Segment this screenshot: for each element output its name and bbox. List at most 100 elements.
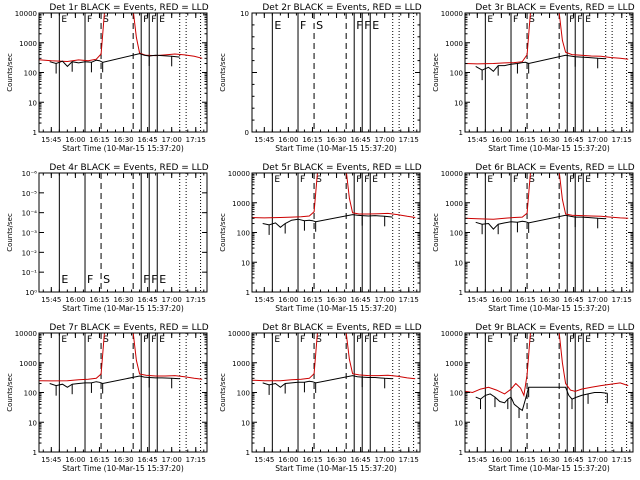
- y-axis-label: Counts/sec: [6, 53, 14, 92]
- y-tick-label: 10000: [441, 170, 463, 178]
- marker-label: S: [103, 335, 109, 345]
- x-tick-label: 17:15: [399, 136, 419, 144]
- x-tick-label: 17:00: [162, 456, 182, 464]
- marker-label: F: [569, 335, 574, 345]
- x-tick-label: 16:30: [326, 456, 346, 464]
- y-tick-label: 100: [450, 70, 463, 78]
- series-line-events: [262, 214, 393, 228]
- series-line-events: [475, 214, 606, 230]
- x-tick-label: 16:30: [113, 456, 133, 464]
- x-tick-label: 16:15: [89, 136, 109, 144]
- y-tick-label: 10: [241, 259, 250, 267]
- x-tick-label: 16:30: [539, 456, 559, 464]
- marker-label: S: [103, 15, 109, 25]
- x-tick-label: 16:30: [539, 136, 559, 144]
- series-line-events: [49, 53, 180, 68]
- y-tick-label: 10000: [441, 330, 463, 338]
- marker-label: F: [151, 335, 156, 345]
- panel-title: Det 5r BLACK = Events, RED = LLD: [262, 163, 421, 173]
- y-axis-label: Counts/sec: [432, 53, 440, 92]
- series-line-lld: [465, 13, 629, 65]
- marker-label: E: [372, 19, 379, 32]
- marker-label: E: [487, 15, 493, 25]
- y-tick-label: 1000: [445, 200, 463, 208]
- panel-title: Det 6r BLACK = Events, RED = LLD: [475, 163, 634, 173]
- marker-label: E: [61, 15, 67, 25]
- marker-label: F: [87, 335, 92, 345]
- x-tick-label: 16:45: [564, 136, 584, 144]
- x-tick-label: 16:00: [65, 456, 85, 464]
- marker-label: F: [364, 335, 369, 345]
- x-tick-label: 15:45: [467, 136, 487, 144]
- x-tick-label: 17:00: [162, 296, 182, 304]
- y-tick-label: 10: [28, 99, 37, 107]
- x-tick-label: 16:00: [491, 136, 511, 144]
- x-tick-label: 17:00: [588, 296, 608, 304]
- marker-label: S: [316, 335, 322, 345]
- marker-label: S: [529, 335, 535, 345]
- y-tick-label: 1: [459, 289, 463, 297]
- x-axis-label: Start Time (10-Mar-15 15:37:20): [62, 464, 184, 473]
- marker-label: E: [372, 335, 378, 345]
- marker-label: F: [513, 175, 518, 185]
- x-tick-label: 16:30: [113, 296, 133, 304]
- x-tick-label: 17:15: [612, 456, 632, 464]
- x-tick-label: 17:15: [399, 296, 419, 304]
- marker-label: S: [529, 175, 535, 185]
- y-tick-label: 100: [237, 390, 250, 398]
- y-tick-label: 1: [33, 449, 37, 457]
- panel-title: Det 2r BLACK = Events, RED = LLD: [262, 3, 421, 13]
- x-axis-label: Start Time (10-Mar-15 15:37:20): [488, 304, 610, 313]
- y-tick-label: 10⁻³: [22, 230, 38, 238]
- marker-label: F: [143, 273, 149, 286]
- y-tick-label: 100: [24, 70, 37, 78]
- marker-label: S: [316, 175, 322, 185]
- y-tick-label: 1: [459, 449, 463, 457]
- series-line-lld: [252, 173, 416, 219]
- x-tick-label: 16:15: [302, 456, 322, 464]
- x-tick-label: 16:00: [278, 456, 298, 464]
- x-tick-label: 15:45: [41, 456, 61, 464]
- x-tick-label: 15:45: [254, 296, 274, 304]
- x-tick-label: 17:00: [375, 136, 395, 144]
- series-line-lld: [252, 333, 416, 382]
- y-tick-label: 1000: [232, 360, 250, 368]
- y-tick-label: 10000: [228, 170, 250, 178]
- marker-label: F: [300, 175, 305, 185]
- x-tick-label: 16:45: [138, 136, 158, 144]
- x-tick-label: 16:00: [491, 456, 511, 464]
- series-line-lld: [465, 333, 629, 398]
- plot-frame: [38, 12, 208, 133]
- y-tick-label: 10: [241, 419, 250, 427]
- y-tick-label: 10⁻⁴: [22, 210, 38, 218]
- plot-frame: [464, 12, 634, 133]
- marker-label: E: [159, 15, 165, 25]
- x-tick-label: 15:45: [254, 456, 274, 464]
- y-tick-label: 10000: [15, 330, 37, 338]
- y-tick-label: 100: [237, 230, 250, 238]
- y-tick-label: 1: [33, 129, 37, 137]
- panel-title: Det 3r BLACK = Events, RED = LLD: [475, 3, 634, 13]
- series-line-events: [262, 375, 393, 388]
- y-axis-label: Counts/sec: [219, 53, 227, 92]
- x-tick-label: 16:15: [515, 136, 535, 144]
- y-axis-label: Counts/sec: [6, 213, 14, 252]
- y-tick-label: 10000: [441, 10, 463, 18]
- y-tick-label: 10: [454, 99, 463, 107]
- x-tick-label: 15:45: [467, 296, 487, 304]
- marker-label: F: [87, 15, 92, 25]
- y-tick-label: 10⁰: [25, 289, 37, 297]
- y-tick-label: 0: [245, 129, 249, 137]
- x-tick-label: 17:00: [162, 136, 182, 144]
- marker-label: F: [513, 15, 518, 25]
- x-tick-label: 17:00: [375, 456, 395, 464]
- marker-label: F: [569, 15, 574, 25]
- marker-label: E: [61, 335, 67, 345]
- x-tick-label: 17:15: [612, 296, 632, 304]
- x-tick-label: 16:45: [351, 136, 371, 144]
- plot-frame: [464, 332, 634, 453]
